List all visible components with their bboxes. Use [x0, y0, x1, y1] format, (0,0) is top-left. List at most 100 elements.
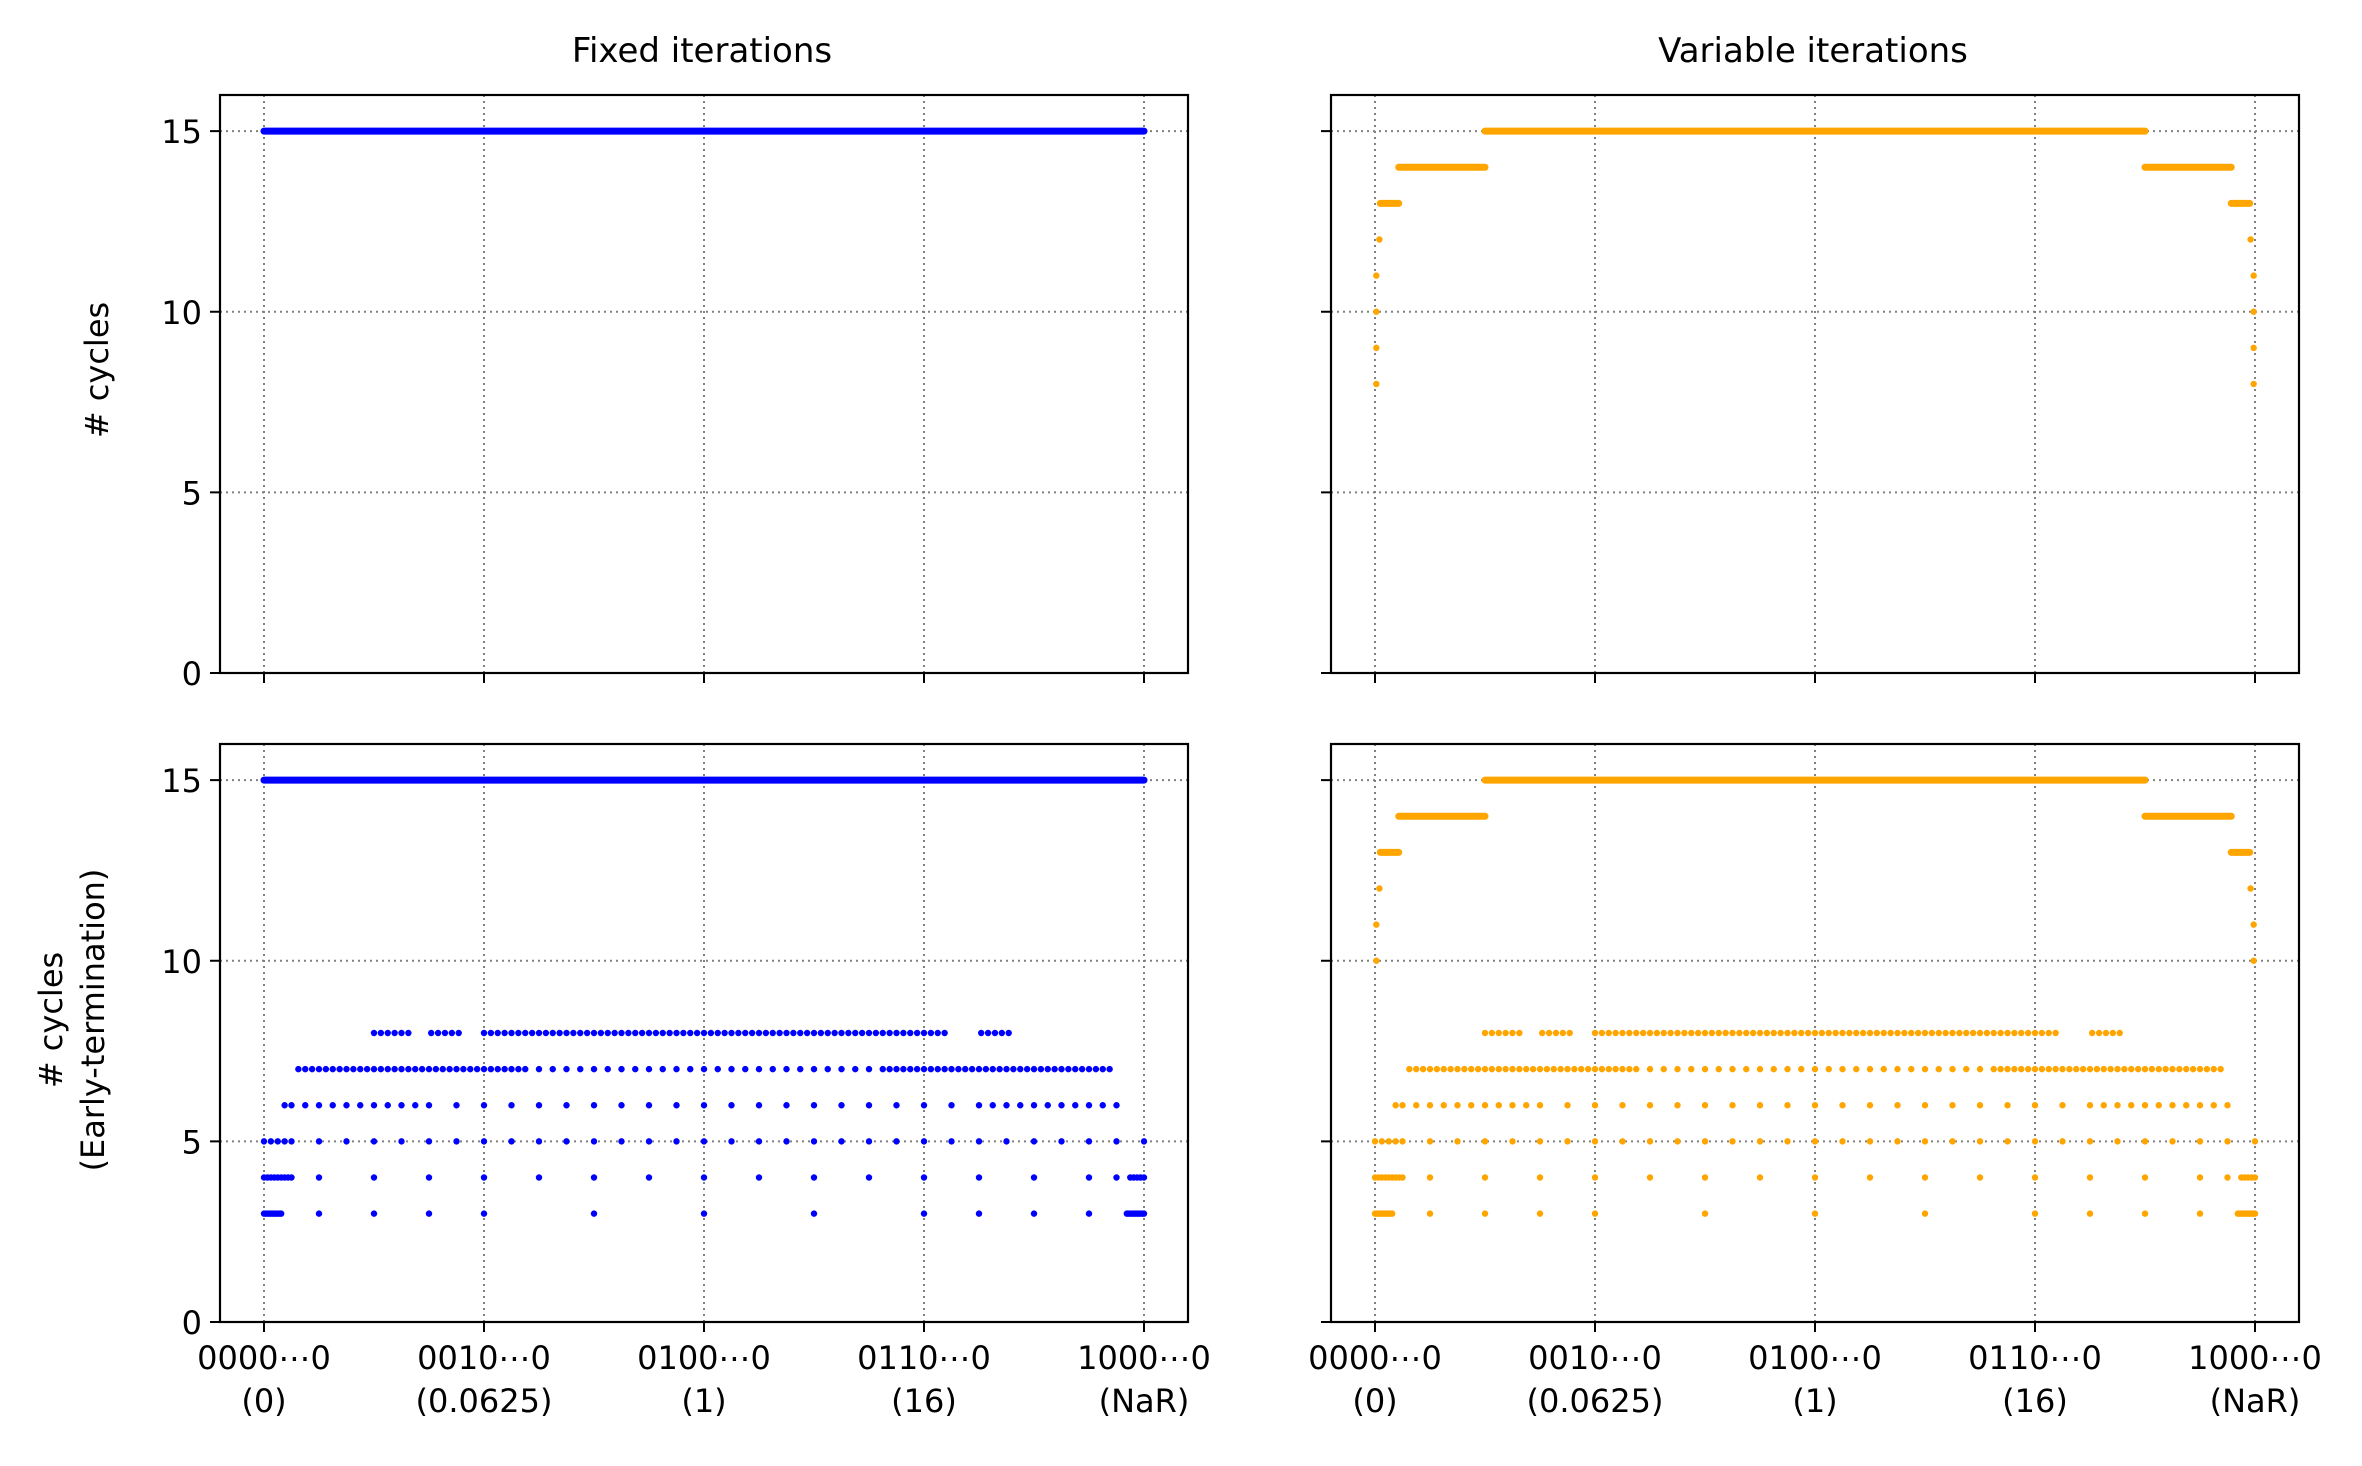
- data-point: [941, 1029, 948, 1037]
- data-point: [1468, 1102, 1475, 1109]
- data-point: [982, 1065, 990, 1073]
- data-point: [1030, 1102, 1038, 1109]
- data-point: [920, 1138, 928, 1145]
- data-point: [893, 1138, 900, 1145]
- data-point: [563, 1138, 570, 1145]
- data-point: [858, 1029, 866, 1037]
- data-point: [1729, 1138, 1736, 1145]
- data-point: [1003, 1102, 1010, 1109]
- data-point: [1859, 1029, 1867, 1037]
- data-point: [728, 1138, 735, 1145]
- data-point: [425, 1138, 433, 1145]
- data-point: [948, 1102, 955, 1109]
- data-point: [2250, 921, 2257, 928]
- data-point: [1559, 1029, 1567, 1037]
- data-point: [673, 1065, 680, 1073]
- data-point: [1509, 1138, 1516, 1145]
- data-point: [2141, 1174, 2149, 1181]
- data-point: [556, 1029, 563, 1037]
- data-point: [1963, 1029, 1970, 1037]
- data-point: [1969, 1029, 1977, 1037]
- x-tick-sublabel: (16): [891, 1382, 957, 1420]
- data-point: [1976, 1065, 1984, 1073]
- data-point: [1660, 1065, 1667, 1073]
- data-point: [1373, 957, 1380, 964]
- data-point: [2189, 1065, 2197, 1073]
- data-point: [1030, 1210, 1038, 1217]
- data-point: [1990, 1065, 1997, 1073]
- data-point: [783, 1138, 790, 1145]
- data-point: [1481, 1029, 1489, 1037]
- data-point: [1564, 1138, 1571, 1145]
- data-point: [831, 1029, 838, 1037]
- data-point: [391, 1065, 398, 1073]
- data-point: [962, 1065, 969, 1073]
- data-point: [329, 1065, 336, 1073]
- data-point: [2210, 1102, 2217, 1109]
- data-point: [1030, 1138, 1038, 1145]
- x-tick-label: 1000⋯0: [1077, 1339, 1211, 1377]
- data-point: [302, 1065, 309, 1073]
- data-point: [1072, 1065, 1079, 1073]
- data-point: [700, 1102, 708, 1109]
- data-point: [522, 1029, 529, 1037]
- data-point: [1481, 1138, 1489, 1145]
- data-point: [913, 1065, 921, 1073]
- data-point: [1529, 1065, 1537, 1073]
- data-point: [1949, 1065, 1956, 1073]
- data-point: [1426, 1065, 1434, 1073]
- data-point: [769, 1029, 776, 1037]
- data-point: [886, 1029, 893, 1037]
- data-point: [1399, 1102, 1406, 1109]
- data-point: [618, 1029, 625, 1037]
- data-point: [2247, 236, 2254, 243]
- data-point: [2121, 1065, 2128, 1073]
- data-point: [2196, 1174, 2204, 1181]
- data-point: [1376, 885, 1383, 892]
- data-point: [920, 1029, 928, 1037]
- data-point: [2250, 380, 2257, 388]
- data-point: [1853, 1065, 1860, 1073]
- data-point: [2100, 1102, 2107, 1109]
- data-point: [803, 1029, 811, 1037]
- data-point: [865, 1029, 873, 1037]
- data-point: [2114, 1065, 2121, 1073]
- data-point: [418, 1065, 426, 1073]
- data-point: [446, 1065, 453, 1073]
- data-point: [838, 1138, 845, 1145]
- data-point: [2141, 1138, 2149, 1145]
- data-point: [1509, 1065, 1516, 1073]
- data-point: [2031, 1065, 2039, 1073]
- data-point: [1701, 1138, 1709, 1145]
- data-point: [900, 1029, 907, 1037]
- data-point: [604, 1065, 611, 1073]
- data-point: [590, 1174, 598, 1181]
- data-point: [480, 1210, 488, 1217]
- data-point: [1447, 1065, 1454, 1073]
- data-point: [2024, 1029, 2032, 1037]
- data-point: [1798, 1029, 1805, 1037]
- data-point: [1674, 1065, 1681, 1073]
- data-point: [1536, 1174, 1544, 1181]
- data-point: [632, 1065, 639, 1073]
- data-point: [480, 1174, 488, 1181]
- data-point: [1509, 1102, 1516, 1109]
- data-point: [1113, 1174, 1120, 1181]
- data-point: [1839, 1138, 1846, 1145]
- data-point: [900, 1065, 907, 1073]
- data-point: [742, 1065, 749, 1073]
- data-point: [1099, 1065, 1106, 1073]
- data-point: [1701, 1174, 1709, 1181]
- data-point: [412, 1065, 419, 1073]
- data-point: [1099, 1102, 1106, 1109]
- data-point: [645, 1138, 653, 1145]
- data-point: [797, 1065, 804, 1073]
- data-point: [1605, 1065, 1612, 1073]
- data-point: [1058, 1065, 1065, 1073]
- data-point: [810, 1029, 818, 1037]
- data-point: [783, 1029, 790, 1037]
- y-tick-label: 15: [161, 762, 202, 800]
- data-point: [1839, 1065, 1846, 1073]
- data-point: [1516, 1065, 1523, 1073]
- data-point: [384, 1065, 391, 1073]
